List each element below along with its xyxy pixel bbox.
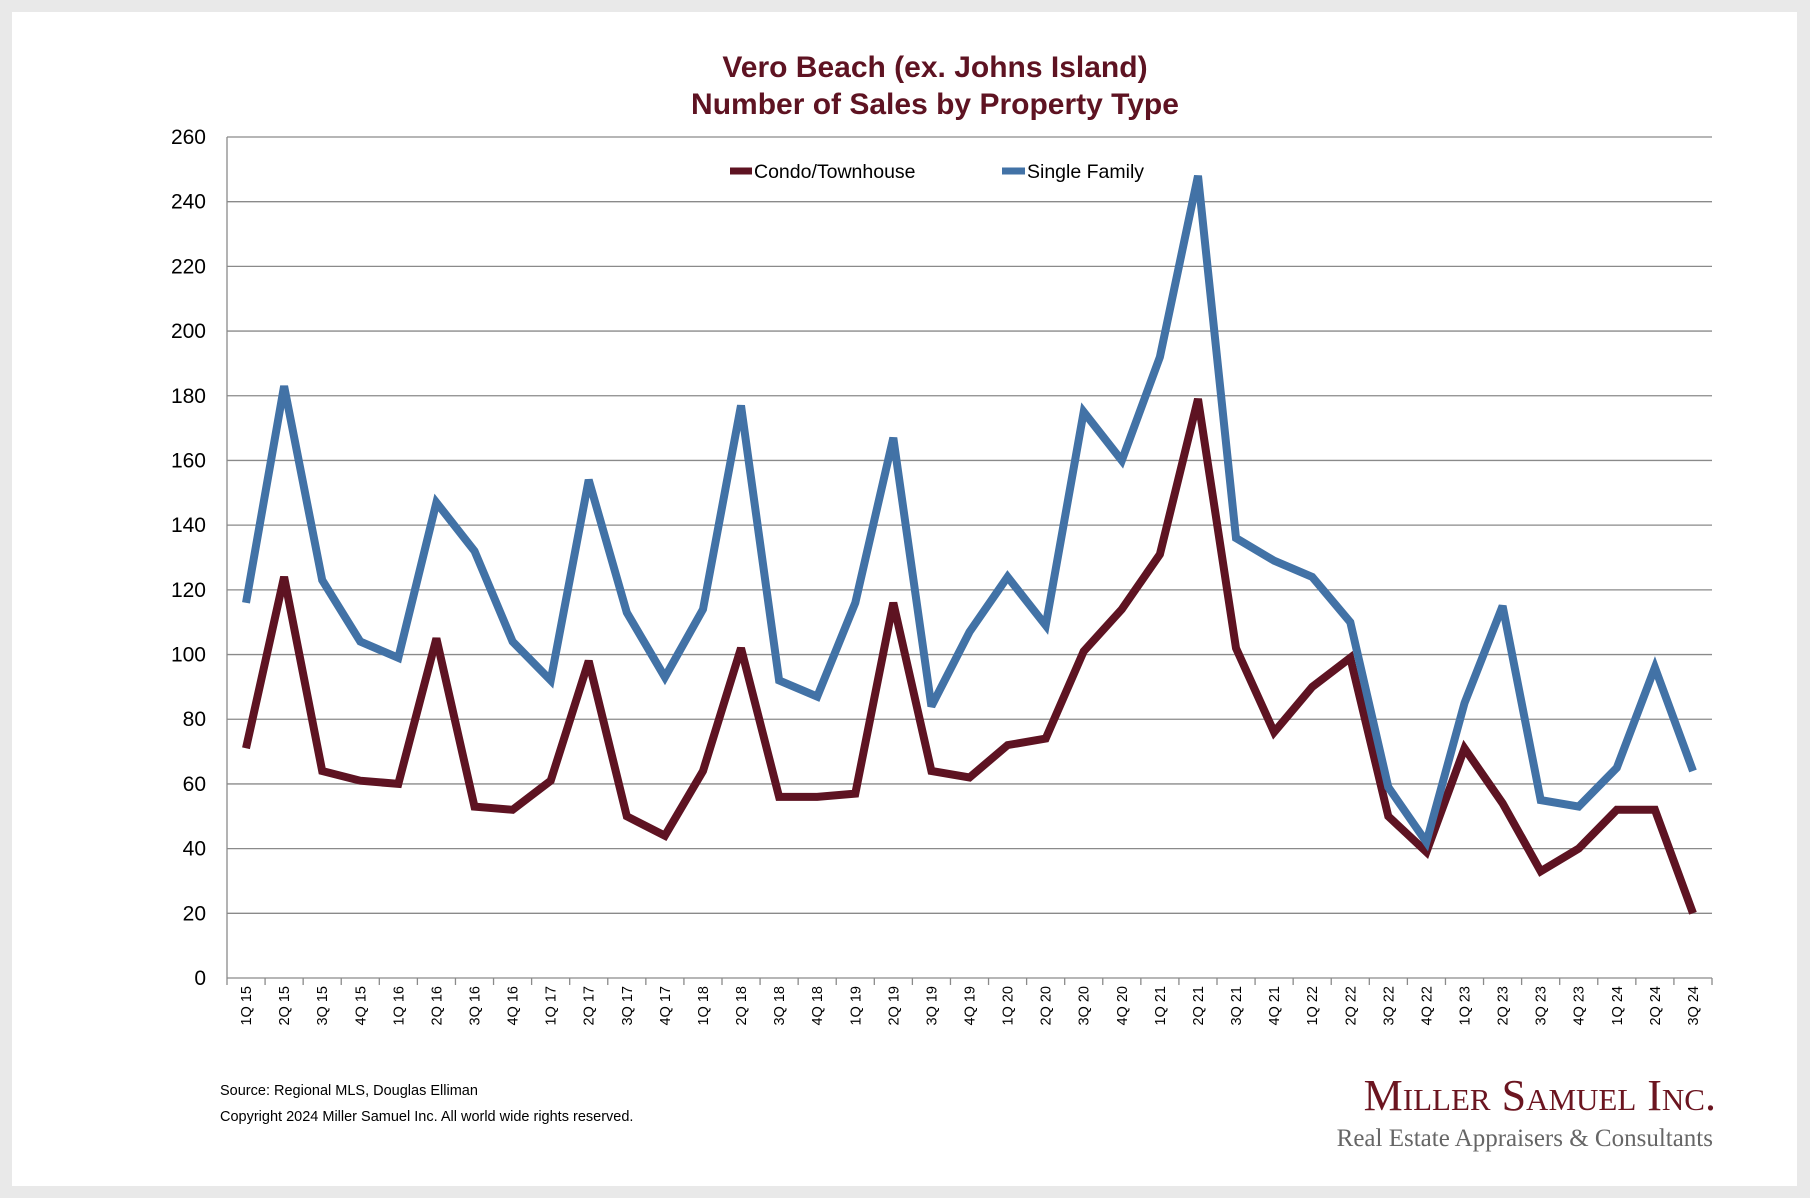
y-tick-label: 0: [194, 967, 206, 990]
legend-label-condo: Condo/Townhouse: [754, 161, 916, 183]
y-tick-label: 80: [183, 708, 206, 731]
legend-label-single-family: Single Family: [1027, 161, 1144, 183]
source-note: Source: Regional MLS, Douglas Elliman: [220, 1083, 478, 1099]
y-tick-label: 60: [183, 773, 206, 796]
x-tick-label: 4Q 18: [810, 986, 826, 1026]
y-tick-label: 120: [171, 579, 206, 602]
x-tick-label: 1Q 21: [1153, 986, 1169, 1026]
x-tick-label: 2Q 16: [429, 986, 445, 1026]
y-tick-label: 260: [171, 126, 206, 149]
legend: Condo/Townhouse Single Family: [730, 161, 1144, 183]
x-tick-label: 1Q 16: [391, 986, 407, 1026]
x-tick-label: 2Q 19: [886, 986, 902, 1026]
x-tick-label: 1Q 15: [239, 986, 255, 1026]
x-tick-label: 3Q 23: [1534, 986, 1550, 1026]
x-tick-label: 3Q 22: [1381, 986, 1397, 1026]
x-tick-label: 4Q 15: [353, 986, 369, 1026]
series-line-condo-townhouse: [242, 398, 1697, 915]
y-tick-label: 180: [171, 385, 206, 408]
chart-title: Vero Beach (ex. Johns Island): [722, 51, 1147, 84]
x-tick-label: 2Q 23: [1496, 986, 1512, 1026]
x-tick-label: 2Q 22: [1343, 986, 1359, 1026]
x-tick-label: 2Q 18: [734, 986, 750, 1026]
chart-card: [12, 12, 1797, 1186]
x-tick-label: 1Q 24: [1610, 986, 1626, 1026]
x-tick-label: 4Q 20: [1115, 986, 1131, 1026]
x-tick-label: 1Q 23: [1458, 986, 1474, 1026]
x-tick-label: 3Q 24: [1686, 986, 1702, 1026]
miller-samuel-logo: Miller Samuel Inc. Real Estate Appraiser…: [1337, 1071, 1716, 1152]
x-tick-label: 1Q 17: [544, 986, 560, 1026]
x-tick-label: 4Q 16: [506, 986, 522, 1026]
y-tick-label: 140: [171, 514, 206, 537]
x-tick-label: 1Q 22: [1305, 986, 1321, 1026]
x-tick-label: 3Q 18: [772, 986, 788, 1026]
x-tick-label: 3Q 17: [620, 986, 636, 1026]
x-tick-label: 4Q 23: [1572, 986, 1588, 1026]
x-tick-label: 1Q 18: [696, 986, 712, 1026]
y-tick-label: 40: [183, 838, 206, 861]
y-tick-label: 220: [171, 255, 206, 278]
x-tick-label: 2Q 20: [1039, 986, 1055, 1026]
y-tick-label: 20: [183, 902, 206, 925]
chart-subtitle: Number of Sales by Property Type: [691, 88, 1179, 121]
x-tick-label: 2Q 17: [582, 986, 598, 1026]
x-tick-label: 3Q 16: [468, 986, 484, 1026]
x-tick-label: 4Q 17: [658, 986, 674, 1026]
copyright-note: Copyright 2024 Miller Samuel Inc. All wo…: [220, 1109, 633, 1125]
x-tick-label: 1Q 20: [1001, 986, 1017, 1026]
y-tick-label: 240: [171, 191, 206, 214]
y-tick-label: 200: [171, 320, 206, 343]
x-tick-label: 3Q 20: [1077, 986, 1093, 1026]
x-tick-label: 3Q 21: [1229, 986, 1245, 1026]
x-tick-label: 4Q 22: [1419, 986, 1435, 1026]
x-tick-label: 1Q 19: [848, 986, 864, 1026]
x-tick-label: 2Q 21: [1191, 986, 1207, 1026]
y-tick-label: 160: [171, 449, 206, 472]
x-tick-label: 4Q 19: [963, 986, 979, 1026]
y-tick-label: 100: [171, 644, 206, 667]
x-tick-label: 2Q 15: [277, 986, 293, 1026]
logo-tagline: Real Estate Appraisers & Consultants: [1337, 1125, 1713, 1152]
logo-name: Miller Samuel Inc.: [1364, 1071, 1716, 1120]
x-tick-label: 3Q 15: [315, 986, 331, 1026]
x-tick-label: 2Q 24: [1648, 986, 1664, 1026]
x-tick-label: 4Q 21: [1267, 986, 1283, 1026]
x-tick-label: 3Q 19: [924, 986, 940, 1026]
